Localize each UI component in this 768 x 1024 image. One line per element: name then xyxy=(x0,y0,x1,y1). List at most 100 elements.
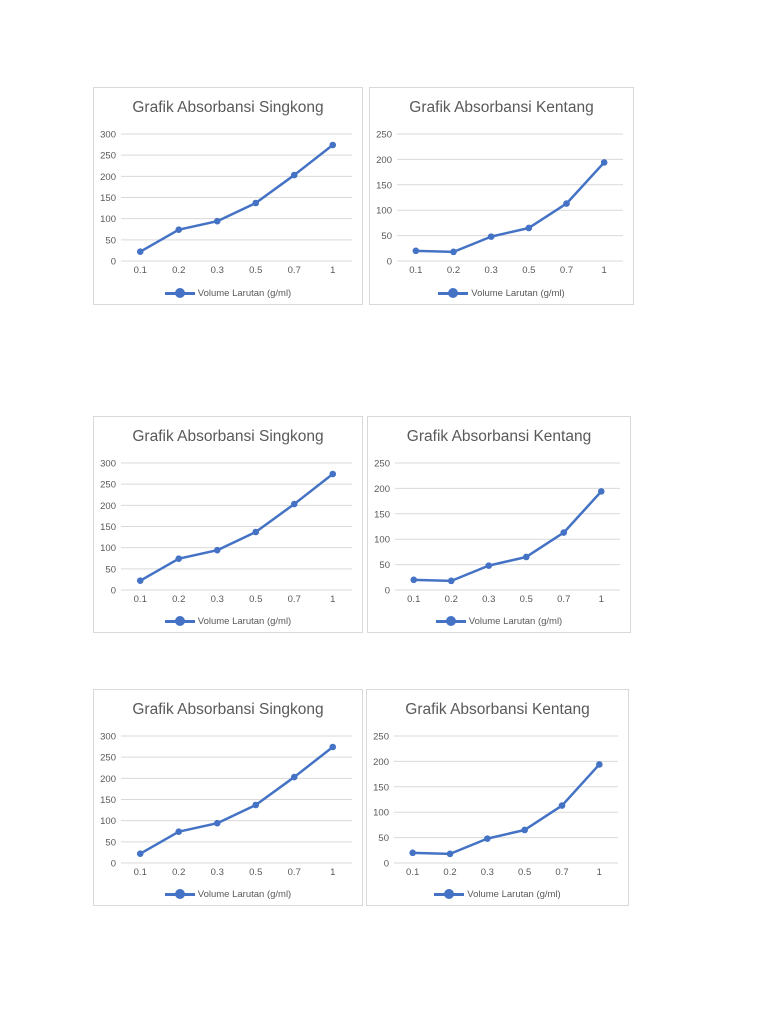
svg-text:250: 250 xyxy=(374,459,390,470)
svg-text:0: 0 xyxy=(384,859,389,870)
svg-text:0.1: 0.1 xyxy=(134,867,147,878)
svg-text:0.1: 0.1 xyxy=(406,867,419,878)
plot-area: 0 50 100 150 200 250 300 0.1 0.2 0.3 0.5 0.7 1 xyxy=(100,459,352,605)
svg-text:0.1: 0.1 xyxy=(407,594,420,605)
svg-text:50: 50 xyxy=(378,833,389,844)
legend: Volume Larutan (g/ml) xyxy=(370,288,633,299)
legend: Volume Larutan (g/ml) xyxy=(367,889,628,900)
svg-text:50: 50 xyxy=(105,235,116,246)
svg-text:200: 200 xyxy=(100,774,116,785)
svg-text:100: 100 xyxy=(100,543,116,554)
svg-text:300: 300 xyxy=(100,130,116,141)
svg-text:50: 50 xyxy=(379,560,390,571)
svg-text:0.2: 0.2 xyxy=(172,867,185,878)
svg-text:0.3: 0.3 xyxy=(482,594,495,605)
svg-text:0.7: 0.7 xyxy=(288,265,301,276)
chart-title: Grafik Absorbansi Singkong xyxy=(132,99,324,116)
svg-text:200: 200 xyxy=(374,484,390,495)
svg-text:200: 200 xyxy=(100,501,116,512)
svg-text:150: 150 xyxy=(373,782,389,793)
chart-title: Grafik Absorbansi Kentang xyxy=(405,701,590,718)
svg-text:1: 1 xyxy=(330,867,335,878)
svg-text:200: 200 xyxy=(100,172,116,183)
svg-text:0.7: 0.7 xyxy=(560,265,573,276)
svg-text:1: 1 xyxy=(599,594,604,605)
svg-text:1: 1 xyxy=(602,265,607,276)
plot-area: 0 50 100 150 200 250 300 0.1 0.2 0.3 0.5 0.7 1 xyxy=(100,130,352,276)
svg-text:150: 150 xyxy=(374,509,390,520)
legend-label: Volume Larutan (g/ml) xyxy=(197,889,292,900)
svg-text:0.5: 0.5 xyxy=(518,867,531,878)
svg-text:0.5: 0.5 xyxy=(249,265,262,276)
svg-text:50: 50 xyxy=(105,837,116,848)
chart-title: Grafik Absorbansi Singkong xyxy=(132,428,324,445)
legend-label: Volume Larutan (g/ml) xyxy=(467,889,561,900)
legend-line-marker-icon xyxy=(164,288,195,299)
svg-text:0.7: 0.7 xyxy=(557,594,570,605)
svg-text:1: 1 xyxy=(330,594,335,605)
legend-label: Volume Larutan (g/ml) xyxy=(471,288,565,299)
svg-text:300: 300 xyxy=(100,459,116,470)
svg-text:100: 100 xyxy=(373,808,389,819)
svg-text:0.7: 0.7 xyxy=(288,594,301,605)
svg-text:0: 0 xyxy=(387,257,392,268)
chart-singkong-1: Grafik Absorbansi Singkong 0 50 100 150 200 2… xyxy=(93,87,363,305)
svg-text:0.3: 0.3 xyxy=(211,265,224,276)
legend-label: Volume Larutan (g/ml) xyxy=(468,616,563,627)
svg-text:0.5: 0.5 xyxy=(249,594,262,605)
plot-area: 0 50 100 150 200 250 0.1 0.2 0.3 0.5 0.7 1 xyxy=(374,459,620,605)
svg-text:150: 150 xyxy=(100,522,116,533)
svg-text:0.5: 0.5 xyxy=(249,867,262,878)
svg-text:0.3: 0.3 xyxy=(211,867,224,878)
plot-area: 0 50 100 150 200 250 300 0.1 0.2 0.3 0.5 0.7 1 xyxy=(100,732,352,878)
svg-text:0: 0 xyxy=(111,586,116,597)
svg-text:0.3: 0.3 xyxy=(481,867,494,878)
svg-text:0.5: 0.5 xyxy=(520,594,533,605)
legend: Volume Larutan (g/ml) xyxy=(368,616,630,627)
svg-text:0.1: 0.1 xyxy=(134,265,147,276)
svg-text:250: 250 xyxy=(100,151,116,162)
legend-line-marker-icon xyxy=(434,889,465,900)
svg-text:250: 250 xyxy=(100,753,116,764)
svg-text:0.1: 0.1 xyxy=(409,265,422,276)
svg-text:0.1: 0.1 xyxy=(134,594,147,605)
svg-text:150: 150 xyxy=(376,180,392,191)
chart-singkong-3: Grafik Absorbansi Singkong 0 50 100 150 200 2… xyxy=(93,689,363,906)
svg-text:100: 100 xyxy=(376,206,392,217)
svg-text:0.7: 0.7 xyxy=(555,867,568,878)
svg-text:200: 200 xyxy=(376,155,392,166)
chart-singkong-2: Grafik Absorbansi Singkong 0 50 100 150 200 2… xyxy=(93,416,363,633)
svg-text:0: 0 xyxy=(111,859,116,870)
svg-text:0.3: 0.3 xyxy=(211,594,224,605)
svg-text:0.5: 0.5 xyxy=(522,265,535,276)
legend-line-marker-icon xyxy=(164,616,195,627)
svg-text:100: 100 xyxy=(100,214,116,225)
chart-kentang-2: Grafik Absorbansi Kentang 0 50 100 150 200 25… xyxy=(367,416,631,633)
svg-text:0: 0 xyxy=(111,257,116,268)
chart-kentang-1: Grafik Absorbansi Kentang 0 50 100 150 200 25… xyxy=(369,87,634,305)
svg-text:250: 250 xyxy=(376,130,392,141)
svg-text:0.2: 0.2 xyxy=(172,265,185,276)
svg-text:200: 200 xyxy=(373,757,389,768)
legend: Volume Larutan (g/ml) xyxy=(94,889,362,900)
chart-title: Grafik Absorbansi Kentang xyxy=(409,99,594,116)
svg-text:250: 250 xyxy=(100,480,116,491)
chart-title: Grafik Absorbansi Singkong xyxy=(132,701,324,718)
svg-text:300: 300 xyxy=(100,732,116,743)
svg-text:0.7: 0.7 xyxy=(288,867,301,878)
chart-kentang-3: Grafik Absorbansi Kentang 0 50 100 150 200 25… xyxy=(366,689,629,906)
svg-text:0.2: 0.2 xyxy=(443,867,456,878)
svg-text:1: 1 xyxy=(597,867,602,878)
svg-text:0.2: 0.2 xyxy=(447,265,460,276)
legend: Volume Larutan (g/ml) xyxy=(94,616,362,627)
legend-line-marker-icon xyxy=(435,616,466,627)
legend: Volume Larutan (g/ml) xyxy=(94,288,362,299)
legend-label: Volume Larutan (g/ml) xyxy=(197,288,292,299)
svg-text:1: 1 xyxy=(330,265,335,276)
svg-text:50: 50 xyxy=(381,231,392,242)
legend-line-marker-icon xyxy=(438,288,469,299)
plot-area: 0 50 100 150 200 250 0.1 0.2 0.3 0.5 0.7 1 xyxy=(373,732,618,878)
svg-text:0.3: 0.3 xyxy=(485,265,498,276)
svg-text:250: 250 xyxy=(373,732,389,743)
plot-area: 0 50 100 150 200 250 0.1 0.2 0.3 0.5 0.7 1 xyxy=(376,130,623,276)
